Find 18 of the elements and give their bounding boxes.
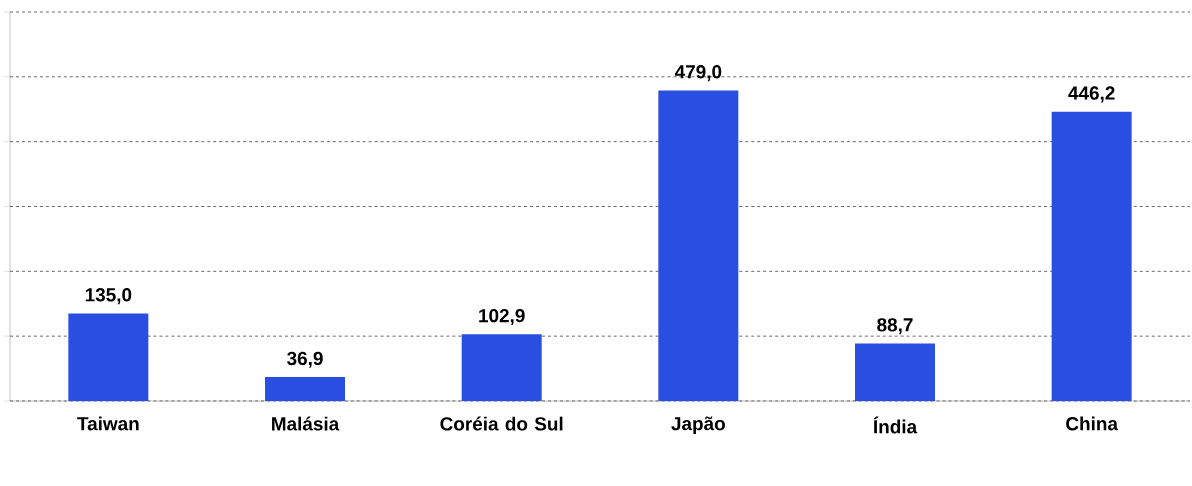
x-tick-label: Índia (873, 416, 918, 434)
data-label: 102,9 (479, 308, 525, 326)
bar (68, 313, 149, 401)
bar (265, 377, 346, 401)
data-label: 479,0 (674, 65, 722, 82)
data-label: 135,0 (85, 288, 132, 305)
data-label: 446,2 (1068, 86, 1115, 103)
bar (658, 90, 739, 401)
x-tick-label: Taiwan (77, 416, 139, 431)
x-tick-label: Malásia (272, 416, 340, 431)
data-label: 88,7 (877, 318, 913, 335)
bar (461, 334, 542, 401)
x-tick-label: Japão (671, 416, 725, 435)
x-tick-label: China (1066, 416, 1119, 431)
bar (1051, 111, 1132, 401)
data-label: 36,9 (287, 351, 323, 368)
bar (855, 343, 936, 401)
x-tick-label: Coréia do Sul (440, 416, 563, 431)
